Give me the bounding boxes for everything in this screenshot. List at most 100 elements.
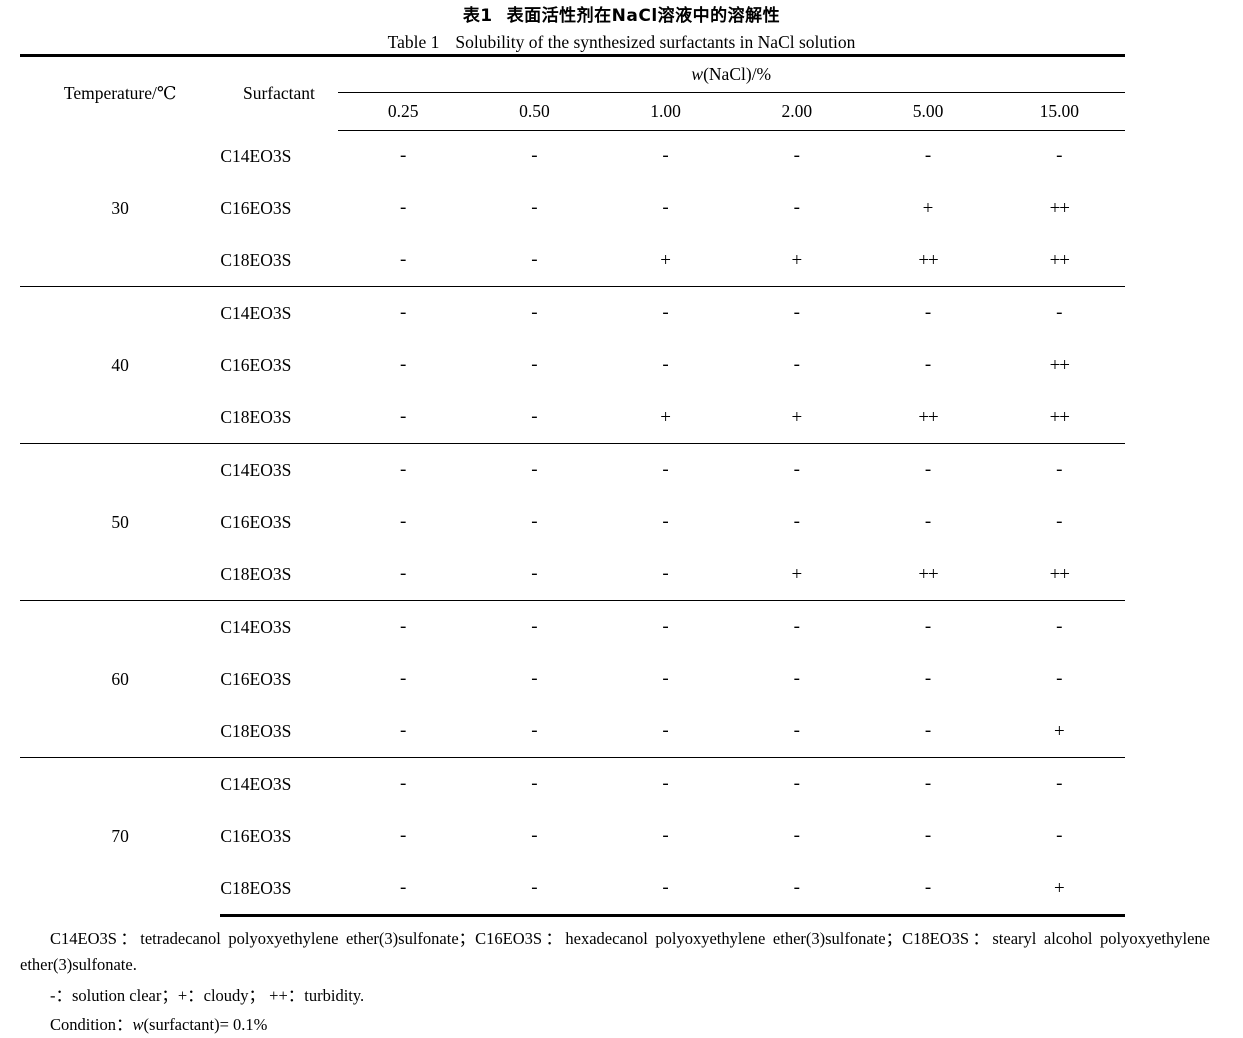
solubility-symbol: - bbox=[793, 196, 800, 218]
solubility-symbol: - bbox=[1056, 301, 1063, 323]
header-nacl-unit: (NaCl)/% bbox=[703, 64, 772, 85]
cell-solubility: - bbox=[468, 443, 600, 496]
cell-solubility: - bbox=[862, 339, 993, 391]
header-nacl-symbol: w bbox=[691, 64, 704, 85]
footnote-condition-value: (surfactant)= 0.1% bbox=[143, 1015, 268, 1034]
solubility-symbol: ++ bbox=[1049, 563, 1070, 585]
cell-temperature: 70 bbox=[20, 757, 221, 916]
solubility-symbol: - bbox=[662, 772, 669, 794]
table-row: 40 C14EO3S - - - - - - bbox=[20, 286, 1125, 444]
solubility-symbol: - bbox=[531, 248, 538, 270]
cell-solubility: - bbox=[731, 496, 862, 548]
solubility-symbol: - bbox=[399, 510, 407, 532]
cell-solubility: - bbox=[599, 443, 732, 496]
cell-surfactant: C14EO3S bbox=[220, 443, 338, 496]
cell-solubility: ++ bbox=[994, 182, 1125, 234]
solubility-symbol: ++ bbox=[1049, 249, 1070, 271]
solubility-symbol: - bbox=[531, 719, 538, 741]
solubility-symbol: - bbox=[1056, 510, 1063, 532]
solubility-symbol: - bbox=[399, 667, 407, 689]
cell-solubility: - bbox=[994, 496, 1125, 548]
cell-solubility: - bbox=[469, 182, 600, 234]
cell-solubility: - bbox=[862, 810, 993, 862]
cell-solubility: ++ bbox=[994, 548, 1125, 601]
cell-surfactant: C18EO3S bbox=[220, 720, 292, 741]
cell-solubility: - bbox=[337, 443, 469, 496]
cell-solubility: - bbox=[600, 130, 731, 182]
cell-solubility: - bbox=[469, 339, 600, 391]
solubility-symbol: + bbox=[791, 406, 803, 428]
cell-solubility: - bbox=[338, 234, 469, 287]
solubility-symbol: ++ bbox=[1049, 406, 1070, 428]
cell-solubility: - bbox=[600, 548, 731, 601]
solubility-symbol: - bbox=[1056, 458, 1063, 480]
cell-solubility: - bbox=[468, 600, 600, 653]
solubility-symbol: - bbox=[793, 301, 800, 323]
cell-solubility: + bbox=[993, 862, 1125, 917]
solubility-symbol: - bbox=[924, 353, 932, 375]
table-caption-english: Solubility of the synthesized surfactant… bbox=[455, 32, 856, 52]
solubility-symbol: - bbox=[793, 144, 800, 166]
cell-solubility: + bbox=[731, 548, 862, 601]
cell-solubility: + bbox=[731, 391, 862, 444]
solubility-symbol: + bbox=[1053, 720, 1065, 742]
cell-solubility: - bbox=[469, 705, 600, 758]
cell-solubility: - bbox=[862, 496, 993, 548]
cell-surfactant: C18EO3S bbox=[220, 406, 292, 427]
cell-solubility: - bbox=[469, 810, 600, 862]
solubility-symbol: - bbox=[924, 667, 932, 689]
solubility-symbol: - bbox=[399, 562, 407, 584]
cell-solubility: - bbox=[338, 705, 469, 758]
solubility-symbol: - bbox=[793, 824, 800, 846]
cell-solubility: - bbox=[338, 182, 469, 234]
cell-surfactant: C16EO3S bbox=[220, 668, 292, 689]
table-row: C16EO3S - - - - - - bbox=[20, 653, 1125, 705]
cell-solubility: - bbox=[731, 443, 863, 496]
solubility-symbol: - bbox=[793, 458, 800, 480]
solubility-symbol: - bbox=[531, 353, 538, 375]
solubility-symbol: - bbox=[1056, 667, 1063, 689]
table-row: 50 C14EO3S - - - - - - bbox=[20, 443, 1125, 601]
header-temperature: Temperature/℃ bbox=[20, 54, 221, 130]
solubility-symbol: - bbox=[793, 353, 800, 375]
cell-solubility: ++ bbox=[862, 548, 993, 601]
solubility-symbol: - bbox=[399, 248, 407, 270]
table-row: 60 C14EO3S - - - - - - bbox=[20, 600, 1125, 758]
solubility-symbol: - bbox=[531, 562, 538, 584]
solubility-symbol: - bbox=[924, 719, 932, 741]
solubility-symbol: - bbox=[399, 301, 407, 323]
table-title-chinese: 表1 表面活性剂在NaCl溶液中的溶解性 bbox=[0, 0, 1243, 27]
cell-solubility: - bbox=[600, 705, 731, 758]
cell-solubility: - bbox=[600, 496, 731, 548]
solubility-symbol: - bbox=[662, 353, 669, 375]
solubility-symbol: ++ bbox=[918, 249, 938, 271]
solubility-symbol: - bbox=[924, 458, 932, 480]
solubility-symbol: - bbox=[399, 144, 407, 166]
solubility-symbol: - bbox=[662, 196, 669, 218]
solubility-symbol: - bbox=[924, 615, 932, 637]
cell-solubility: - bbox=[469, 496, 600, 548]
cell-surfactant: C14EO3S bbox=[220, 600, 338, 653]
cell-solubility: - bbox=[338, 653, 469, 705]
cell-solubility: - bbox=[862, 600, 994, 653]
cell-surfactant: C16EO3S bbox=[220, 511, 292, 532]
cell-solubility: - bbox=[337, 600, 469, 653]
table-row: C18EO3S - - + + ++ ++ bbox=[20, 234, 1125, 287]
cell-solubility: - bbox=[731, 862, 863, 917]
cell-solubility: - bbox=[862, 705, 993, 758]
solubility-symbol: ++ bbox=[918, 563, 938, 585]
solubility-symbol: + bbox=[791, 249, 803, 271]
solubility-symbol: + bbox=[791, 563, 803, 585]
solubility-symbol: - bbox=[531, 458, 538, 480]
cell-surfactant: C18EO3S bbox=[220, 563, 292, 584]
cell-solubility: - bbox=[862, 862, 994, 917]
cell-surfactant: C16EO3S bbox=[220, 825, 292, 846]
cell-solubility: - bbox=[468, 286, 600, 339]
solubility-symbol: - bbox=[531, 876, 538, 898]
cell-solubility: - bbox=[862, 286, 994, 339]
solubility-symbol: - bbox=[924, 824, 932, 846]
table-row: C16EO3S - - - - + ++ bbox=[20, 182, 1125, 234]
table-row: C16EO3S - - - - - ++ bbox=[20, 339, 1125, 391]
solubility-symbol: - bbox=[531, 510, 538, 532]
solubility-symbol: - bbox=[531, 772, 538, 794]
